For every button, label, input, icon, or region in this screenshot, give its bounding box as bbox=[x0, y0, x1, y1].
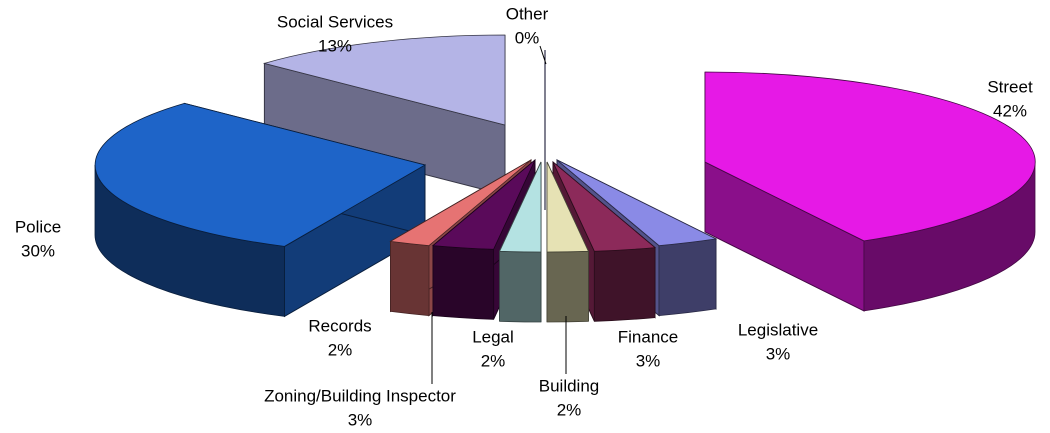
value-label: 2% bbox=[557, 400, 582, 419]
slice-side bbox=[390, 240, 430, 317]
leader-line bbox=[539, 45, 547, 65]
value-label: 13% bbox=[318, 36, 352, 55]
slice-top bbox=[389, 159, 532, 247]
value-label: 3% bbox=[636, 351, 661, 370]
slice bbox=[94, 102, 427, 318]
pie bbox=[94, 34, 1036, 323]
value-label: 30% bbox=[21, 241, 55, 260]
slice bbox=[546, 161, 590, 323]
value-label: 3% bbox=[766, 344, 791, 363]
value-label: 3% bbox=[348, 410, 373, 429]
category-label: Finance bbox=[618, 327, 678, 346]
slice-side bbox=[499, 250, 542, 323]
slice bbox=[262, 34, 506, 196]
labels: Street 42% Legislative 3% Finance 3% Building 2… bbox=[15, 4, 1033, 429]
slice-top bbox=[556, 159, 718, 247]
category-label: Legal bbox=[472, 327, 514, 346]
category-label: Legislative bbox=[738, 320, 818, 339]
value-label: 0% bbox=[515, 28, 540, 47]
category-label: Zoning/Building Inspector bbox=[264, 386, 456, 405]
slice-top bbox=[432, 159, 536, 250]
slice-top bbox=[94, 102, 427, 247]
value-label: 42% bbox=[993, 101, 1027, 120]
slice-side bbox=[546, 250, 589, 323]
category-label: Other bbox=[506, 4, 549, 23]
slice-top bbox=[546, 161, 590, 253]
category-label: Social Services bbox=[277, 12, 393, 31]
slice-top bbox=[498, 161, 542, 253]
category-label: Street bbox=[987, 77, 1033, 96]
slice bbox=[498, 161, 542, 323]
slice bbox=[704, 71, 1036, 312]
value-label: 2% bbox=[328, 340, 353, 359]
slice-side bbox=[432, 245, 494, 320]
category-label: Building bbox=[539, 376, 600, 395]
category-label: Police bbox=[15, 217, 61, 236]
slice-top bbox=[704, 71, 1036, 242]
slice-side bbox=[658, 238, 717, 317]
slice-top bbox=[552, 161, 656, 252]
category-label: Records bbox=[308, 316, 371, 335]
slice-side bbox=[594, 247, 656, 322]
slice-top bbox=[262, 34, 506, 126]
value-label: 2% bbox=[481, 351, 506, 370]
